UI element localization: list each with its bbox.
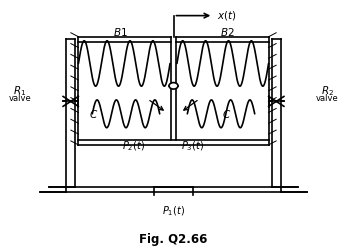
Text: $B2$: $B2$	[220, 26, 234, 38]
Text: $x(t)$: $x(t)$	[217, 9, 236, 22]
Text: valve: valve	[316, 94, 339, 104]
Text: $B1$: $B1$	[112, 26, 127, 38]
Text: $P_2(t)$: $P_2(t)$	[122, 139, 145, 153]
Circle shape	[169, 82, 178, 89]
Text: $R_1$: $R_1$	[13, 84, 26, 98]
Text: valve: valve	[8, 94, 31, 104]
Text: $P_3(t)$: $P_3(t)$	[181, 139, 204, 153]
Text: $C$: $C$	[222, 108, 232, 120]
Text: Fig. Q2.66: Fig. Q2.66	[139, 233, 208, 246]
Text: $C$: $C$	[90, 108, 99, 120]
Text: $R_2$: $R_2$	[321, 84, 334, 98]
Text: $P_1(t)$: $P_1(t)$	[162, 204, 185, 218]
